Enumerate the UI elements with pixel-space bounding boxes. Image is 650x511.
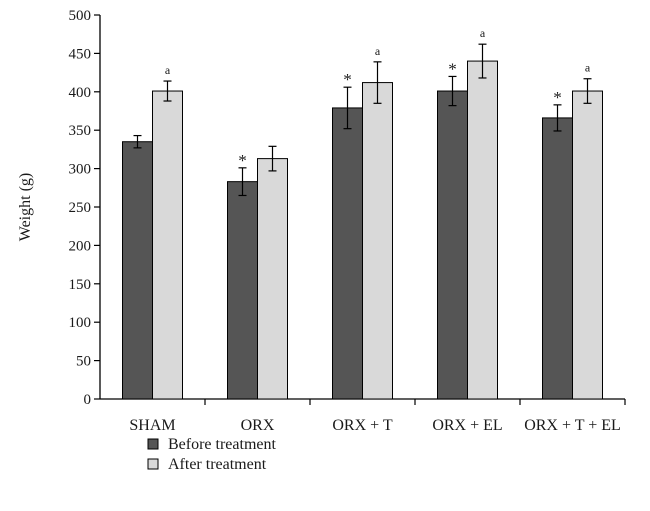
bar <box>227 181 258 400</box>
bar <box>257 158 288 400</box>
bar <box>152 90 183 400</box>
error-bar <box>583 78 592 104</box>
y-axis-label: Weight (g) <box>17 173 34 241</box>
y-tick-label: 100 <box>69 315 92 331</box>
error-bar <box>373 61 382 104</box>
error-bar <box>478 43 487 79</box>
legend-label: Before treatment <box>168 436 277 453</box>
error-bar <box>343 86 352 130</box>
y-tick-label: 400 <box>69 85 92 101</box>
significance-letter: a <box>375 44 381 58</box>
y-tick-label: 350 <box>69 123 92 139</box>
category-label: SHAM <box>129 417 175 434</box>
bars: a * * a * a * a <box>122 26 603 400</box>
y-tick-label: 200 <box>69 238 92 254</box>
legend: Before treatment After treatment <box>147 436 277 473</box>
category-labels: SHAM ORX ORX + T ORX + EL ORX + T + EL <box>129 417 620 434</box>
bar <box>437 90 468 400</box>
bar <box>467 60 498 400</box>
legend-label: After treatment <box>168 456 267 473</box>
error-bar <box>133 134 142 149</box>
bar <box>362 82 393 400</box>
bar <box>542 117 573 400</box>
category-label: ORX + T + EL <box>524 417 621 434</box>
category-label: ORX + T <box>332 417 393 434</box>
significance-letter: a <box>480 26 486 40</box>
y-tick-label: 150 <box>69 277 92 293</box>
bar <box>572 90 603 400</box>
legend-swatch <box>147 458 159 470</box>
significance-star: * <box>343 70 352 89</box>
legend-swatch <box>147 438 159 450</box>
y-tick-label: 250 <box>69 200 92 216</box>
y-tick-label: 0 <box>84 392 92 408</box>
error-bar <box>448 75 457 107</box>
bar <box>122 141 153 400</box>
significance-letter: a <box>585 61 591 75</box>
category-label: ORX <box>241 417 275 434</box>
y-tick-label: 50 <box>76 354 91 370</box>
y-tick-label: 300 <box>69 162 92 178</box>
significance-star: * <box>448 59 457 78</box>
error-bar <box>238 167 247 197</box>
y-tick-label: 500 <box>69 8 92 24</box>
error-bar <box>163 80 172 102</box>
category-label: ORX + EL <box>432 417 502 434</box>
error-bar <box>268 145 277 172</box>
axes: 0 50 100 150 200 250 300 350 400 450 500 <box>69 8 626 408</box>
y-tick-label: 450 <box>69 46 92 62</box>
error-bar <box>553 104 562 132</box>
significance-star: * <box>553 88 562 107</box>
significance-star: * <box>238 151 247 170</box>
significance-letter: a <box>165 63 171 77</box>
bar <box>332 107 363 400</box>
